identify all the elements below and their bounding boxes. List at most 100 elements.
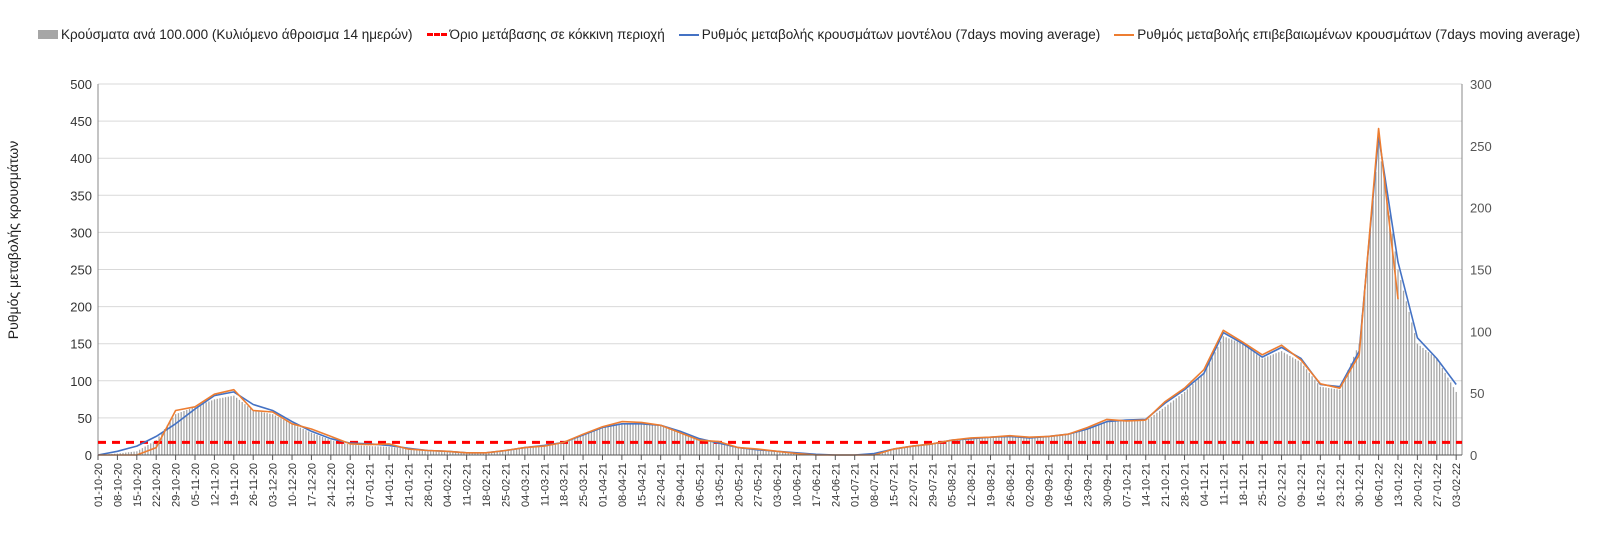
bar xyxy=(998,436,1000,455)
bar xyxy=(945,441,947,455)
bar xyxy=(1311,376,1313,455)
bar xyxy=(787,452,789,455)
x-tick-label: 31-12-20 xyxy=(345,463,357,507)
x-tick-label: 08-07-21 xyxy=(869,463,881,507)
bar xyxy=(612,425,615,455)
x-tick-label: 04-11-21 xyxy=(1199,463,1211,506)
bar xyxy=(582,434,584,455)
bar xyxy=(438,451,440,455)
bar xyxy=(296,426,299,455)
bar xyxy=(768,451,770,455)
bar xyxy=(446,452,448,455)
bar xyxy=(1117,421,1119,455)
bar xyxy=(585,433,587,455)
bar xyxy=(1369,229,1371,455)
bar xyxy=(657,425,659,455)
bar xyxy=(973,438,975,455)
x-tick-label: 05-11-20 xyxy=(190,463,202,506)
bar xyxy=(496,451,498,455)
bar xyxy=(482,452,484,455)
bar xyxy=(277,416,279,455)
bar xyxy=(1023,437,1025,455)
bar xyxy=(1186,389,1189,455)
bar xyxy=(646,424,648,455)
bar xyxy=(449,452,451,455)
bar xyxy=(272,414,274,455)
bar xyxy=(1441,368,1444,455)
bar xyxy=(709,441,712,455)
bar xyxy=(454,452,457,455)
y-tick-label: 500 xyxy=(70,77,92,92)
bar xyxy=(698,438,701,455)
legend-label: Κρούσματα ανά 100.000 (Κυλιόμενο άθροισμ… xyxy=(61,27,413,42)
bar xyxy=(726,445,728,455)
x-tick-label: 15-04-21 xyxy=(636,463,648,507)
bar xyxy=(1197,378,1200,455)
y-tick-label: 150 xyxy=(70,337,92,352)
bar xyxy=(682,432,684,455)
y2-tick-label: 0 xyxy=(1470,448,1477,463)
x-tick-label: 29-07-21 xyxy=(927,463,939,507)
bar xyxy=(718,443,720,455)
bar xyxy=(1278,352,1280,455)
bar xyxy=(1261,358,1263,455)
bar xyxy=(1386,197,1388,456)
legend-swatch-bars xyxy=(38,30,58,39)
bar xyxy=(1400,280,1402,455)
bar xyxy=(981,437,983,455)
bar xyxy=(349,444,351,455)
bar xyxy=(671,428,673,455)
legend-item-confirmed: Ρυθμός μεταβολής επιβεβαιωμένων κρουσμάτ… xyxy=(1114,27,1580,42)
bar xyxy=(1200,376,1202,455)
bar xyxy=(1339,389,1341,455)
bar xyxy=(1286,354,1288,455)
bar xyxy=(1347,369,1349,455)
x-tick-label: 11-03-21 xyxy=(539,463,551,506)
orange-series-line xyxy=(98,127,1399,456)
bar xyxy=(596,429,598,455)
bar xyxy=(1233,340,1236,455)
bar xyxy=(1064,434,1067,455)
bar xyxy=(197,405,199,455)
x-tick-label: 14-01-21 xyxy=(384,463,396,507)
bar xyxy=(1344,376,1347,455)
bar xyxy=(521,448,523,455)
x-tick-label: 11-11-21 xyxy=(1218,463,1230,505)
x-tick-label: 27-05-21 xyxy=(753,463,765,507)
x-tick-label: 01-10-20 xyxy=(93,463,105,507)
bar xyxy=(355,445,357,455)
bar xyxy=(211,400,213,455)
bar xyxy=(266,413,268,455)
bar xyxy=(942,441,945,455)
bar xyxy=(208,401,210,455)
bar xyxy=(238,399,241,455)
bar xyxy=(402,448,404,455)
bar xyxy=(302,428,304,455)
bar xyxy=(1028,437,1031,455)
bar xyxy=(1333,388,1335,455)
bar xyxy=(1139,420,1141,455)
bar xyxy=(515,448,518,455)
bar xyxy=(1056,435,1058,455)
bar xyxy=(1292,357,1294,455)
bar xyxy=(696,437,698,455)
x-tick-label: 24-06-21 xyxy=(830,463,842,507)
bar xyxy=(884,450,886,455)
bar xyxy=(546,444,548,455)
bar xyxy=(626,423,629,455)
y-tick-label: 50 xyxy=(78,411,92,426)
bar xyxy=(1195,381,1197,455)
bar xyxy=(1037,437,1039,455)
x-tick-label: 30-09-21 xyxy=(1102,463,1114,507)
bar xyxy=(430,451,432,455)
bar xyxy=(1070,433,1072,455)
bar xyxy=(1433,356,1435,455)
bar xyxy=(662,426,665,455)
bar xyxy=(987,437,989,455)
bar xyxy=(1416,343,1419,455)
bar xyxy=(410,449,412,455)
bar xyxy=(651,424,654,455)
bar xyxy=(1328,388,1330,455)
bar xyxy=(934,443,936,455)
bar xyxy=(227,396,229,455)
